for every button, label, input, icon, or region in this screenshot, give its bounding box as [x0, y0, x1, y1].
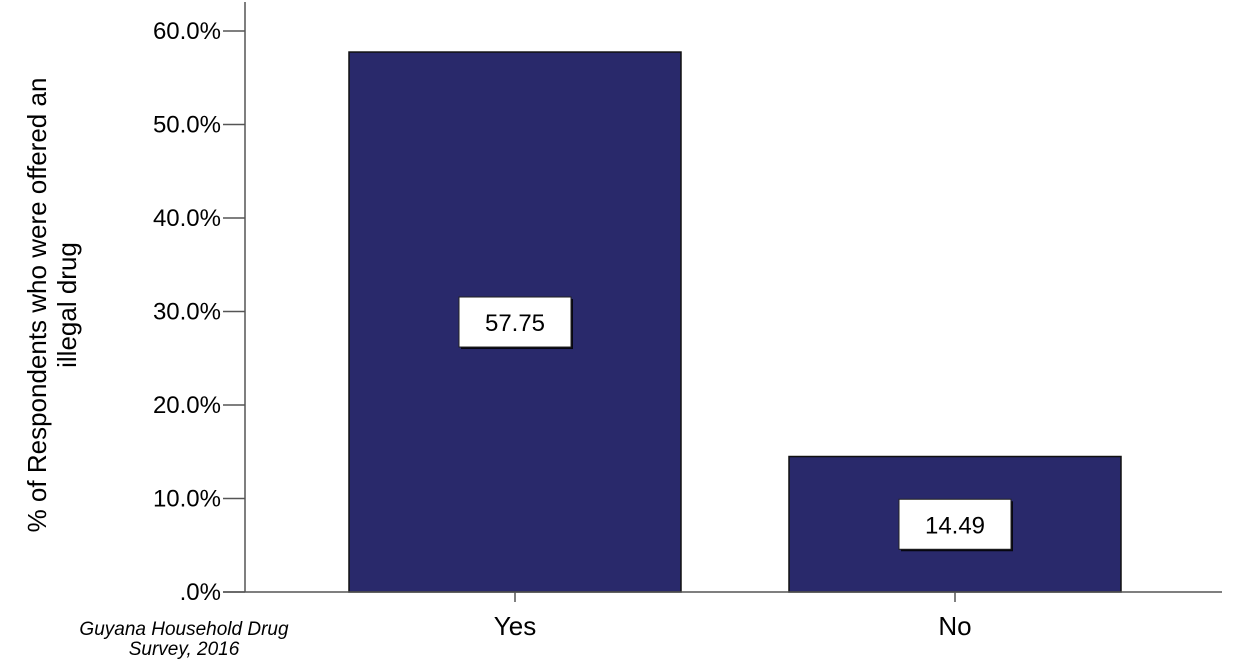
y-tick-label: 50.0% — [153, 112, 221, 139]
data-label-box — [898, 498, 1012, 550]
x-tick-label: No — [938, 611, 971, 641]
data-labels: 57.75 14.49 — [458, 296, 1013, 552]
y-tick-label: .0% — [180, 579, 221, 606]
data-label: 14.49 — [925, 512, 985, 539]
y-tick-label: 60.0% — [153, 18, 221, 45]
y-tick-label: 10.0% — [153, 486, 221, 513]
y-axis-title-line-2: illegal drug — [52, 242, 82, 368]
x-axis: Yes No — [223, 591, 1222, 641]
y-axis-title-line-1: % of Respondents who were offered an — [22, 78, 52, 533]
y-tick-label: 20.0% — [153, 392, 221, 419]
source-note: Guyana Household Drug Survey, 2016 — [14, 620, 354, 660]
source-note-line-2: Survey, 2016 — [128, 639, 240, 660]
y-tick-label: 30.0% — [153, 299, 221, 326]
y-axis: .0% 10.0% 20.0% 30.0% 40.0% 50.0% 60.0% — [153, 2, 246, 606]
source-note-line-1: Guyana Household Drug — [79, 619, 289, 640]
data-label: 57.75 — [485, 310, 545, 337]
y-tick-label: 40.0% — [153, 205, 221, 232]
data-label-box — [458, 296, 572, 348]
x-tick-label: Yes — [494, 611, 536, 641]
